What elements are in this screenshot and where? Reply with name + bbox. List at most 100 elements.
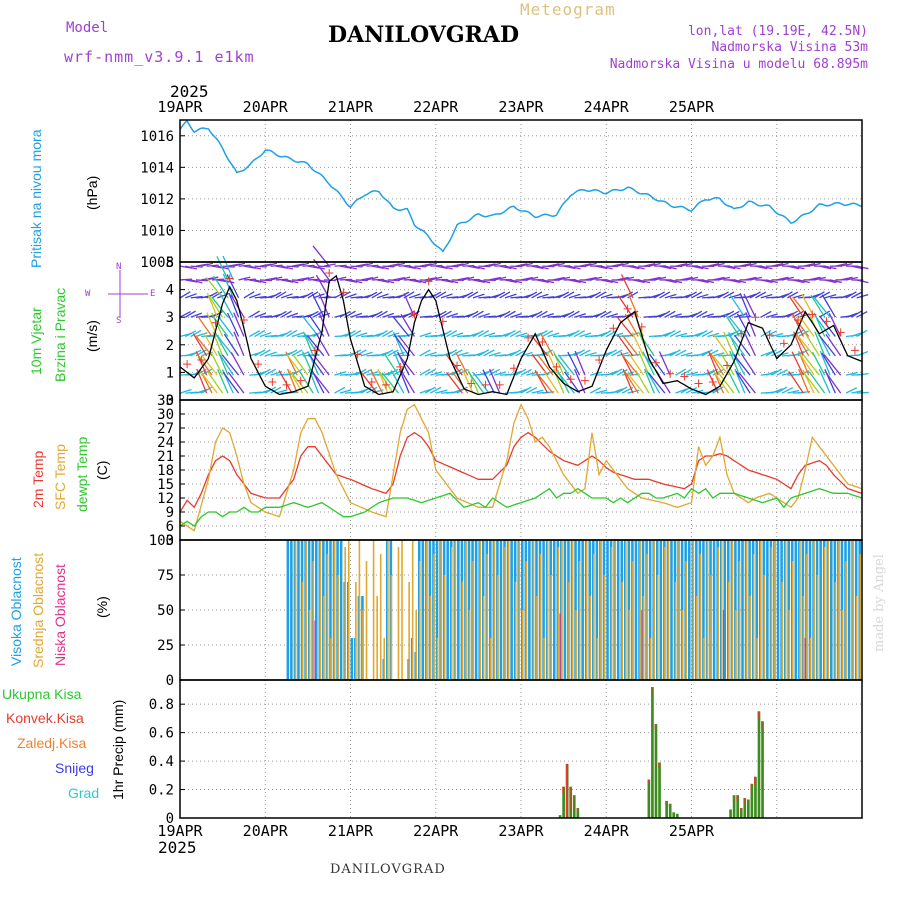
wind-arrow [552,276,565,281]
wind-arrow [376,330,388,338]
wind-arrow [797,335,815,357]
wind-compass-n: N [116,262,122,272]
wind-arrow [670,313,682,318]
wind-arrow [574,313,586,318]
y-tick-label: 25 [157,638,174,654]
wind-arrow [600,351,613,357]
wind-arrow [323,296,336,299]
wind-arrow [270,386,282,394]
gust-marker [339,288,348,297]
wind-arrow [414,279,427,284]
wind-arrow [638,279,651,284]
y-tick-label: 3 [166,533,174,549]
wind-arrow [635,370,650,394]
cloud-mid-bar [536,596,538,680]
wind-arrow [564,371,581,394]
wind-arrow [675,332,688,338]
wind-arrow [743,293,757,318]
wind-arrow [701,349,713,357]
wind-arrow [488,351,501,357]
wind-arrow [600,329,612,338]
wind-arrow [611,349,623,357]
wind-arrow [765,349,777,357]
wind-arrow [810,294,826,318]
cloud-high-bar [339,540,343,680]
wind-arrow [814,314,831,337]
precip-conv-bar [736,795,738,801]
wind-arrow [515,368,527,376]
cloud-mid-bar [323,596,325,680]
wind-arrow [659,291,671,299]
wind-arrow [626,372,645,394]
cloud-mid-bar [344,547,346,680]
cloud-mid-bar [440,540,442,680]
wind-arrow [851,331,863,338]
wind-arrow [226,312,240,337]
wind-arrow [440,265,453,270]
wind-arrow [376,265,389,270]
cloud-mid-bar [482,596,485,680]
wind-arrow [696,310,708,318]
wind-arrow [584,262,597,267]
wind-arrow [707,350,719,376]
cloud-mid-bar [745,540,748,680]
wind-arrow [680,276,693,281]
cloud-mid-bar [301,582,304,680]
wind-arrow [781,291,793,299]
cloud-mid-bar [330,638,332,680]
wind-arrow [563,265,576,270]
wind-arrow [494,291,506,299]
cloud-high-bar [755,540,758,680]
wind-arrow [574,279,587,284]
wind-arrow [744,276,757,281]
wind-arrow [254,312,267,318]
wind-arrow [547,332,560,338]
cloud-mid-bar [827,540,830,680]
cloud-mid-bar [763,575,766,680]
y-tick-label: 5 [166,255,174,271]
cloud-mid-bar [294,540,297,680]
wind-arrow [787,389,800,394]
wind-arrow [823,354,842,376]
wind-arrow [397,334,415,357]
wind-arrow [669,330,682,338]
credit-text: made by Angel [872,554,887,652]
wind-arrow [771,349,783,357]
wind-label-2: Brzina i Pravac [52,287,68,382]
gust-marker [779,339,788,348]
wind-arrow [840,262,853,267]
wind-arrow [446,330,458,338]
temp-dewpt-line [179,487,863,527]
y-tick-label: 0.4 [149,754,174,770]
wind-arrow [701,313,714,318]
precip-conv-bar [757,711,759,719]
wind-arrow [488,262,501,267]
wind-arrow [223,333,240,357]
cloud-mid-bar [504,547,506,680]
wind-arrow [249,293,261,299]
precip-label-1: Ukupna Kisa [2,686,82,702]
wind-arrow [729,295,746,318]
wind-arrow [707,349,719,357]
time-label-top: 23APR [498,98,544,116]
wind-arrow [233,312,245,337]
cloud-high-bar [847,540,851,680]
wind-arrow [579,349,591,357]
wind-arrow [627,292,639,318]
wind-arrow [366,276,379,281]
wind-arrow [696,265,709,270]
precip-total-bar [572,795,576,818]
wind-arrow [510,349,522,357]
wind-arrow [520,262,533,267]
cloud-high-bar [329,540,332,680]
cloud-high-bar [819,540,822,680]
precip-conv-bar [572,795,575,810]
wind-arrow [398,276,411,281]
temp-label-1: 2m Temp [30,450,46,508]
wind-arrow [797,330,809,338]
gust-marker [794,315,803,324]
cloud-mid-bar [699,554,702,680]
wind-arrow [819,291,831,299]
wind-arrow [179,291,191,299]
